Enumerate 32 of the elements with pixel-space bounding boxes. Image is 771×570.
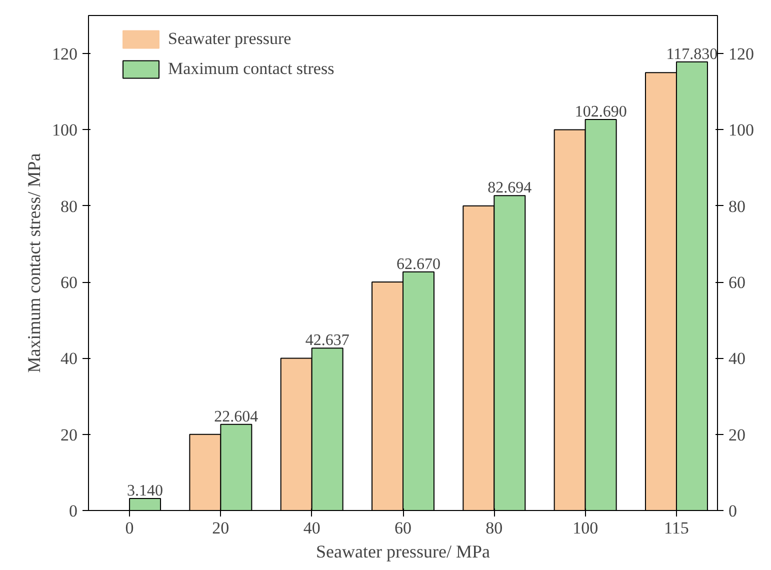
y2-tick-label: 60 <box>728 273 746 292</box>
y-tick-label: 60 <box>60 273 78 292</box>
legend-label: Seawater pressure <box>168 29 292 49</box>
x-tick-label: 60 <box>394 518 412 538</box>
data-label: 42.637 <box>305 332 350 350</box>
data-label: 3.140 <box>127 482 164 500</box>
x-tick-label: 20 <box>212 518 230 538</box>
y2-tick-label: 20 <box>728 425 746 444</box>
data-label: 117.830 <box>666 46 718 63</box>
data-label: 82.694 <box>488 180 532 197</box>
x-axis-title: Seawater pressure/ MPa <box>316 542 490 562</box>
y2-tick-label: 0 <box>728 502 737 520</box>
y-tick-label: 120 <box>52 44 78 64</box>
y-tick-label: 80 <box>60 196 78 216</box>
x-tick-label: 80 <box>486 518 503 538</box>
y-tick-label: 20 <box>60 425 78 444</box>
y2-tick-label: 40 <box>728 349 746 368</box>
y2-tick-label: 120 <box>728 44 754 64</box>
legend-label: Maximum contact stress <box>168 59 334 79</box>
x-tick-label: 0 <box>125 518 134 538</box>
data-label: 62.670 <box>396 256 440 273</box>
x-tick-label: 100 <box>572 518 598 538</box>
y-tick-label: 40 <box>60 349 78 368</box>
data-label: 22.604 <box>214 408 258 426</box>
y-tick-label: 100 <box>52 120 78 140</box>
data-label: 102.690 <box>574 103 627 120</box>
x-tick-label: 40 <box>303 518 320 538</box>
x-tick-label: 115 <box>664 518 689 538</box>
y-tick-label: 0 <box>69 502 78 520</box>
y2-tick-label: 80 <box>728 196 746 216</box>
y2-tick-label: 100 <box>728 120 754 140</box>
y-axis-title: Maximum contact stress/ MPa <box>24 153 44 373</box>
